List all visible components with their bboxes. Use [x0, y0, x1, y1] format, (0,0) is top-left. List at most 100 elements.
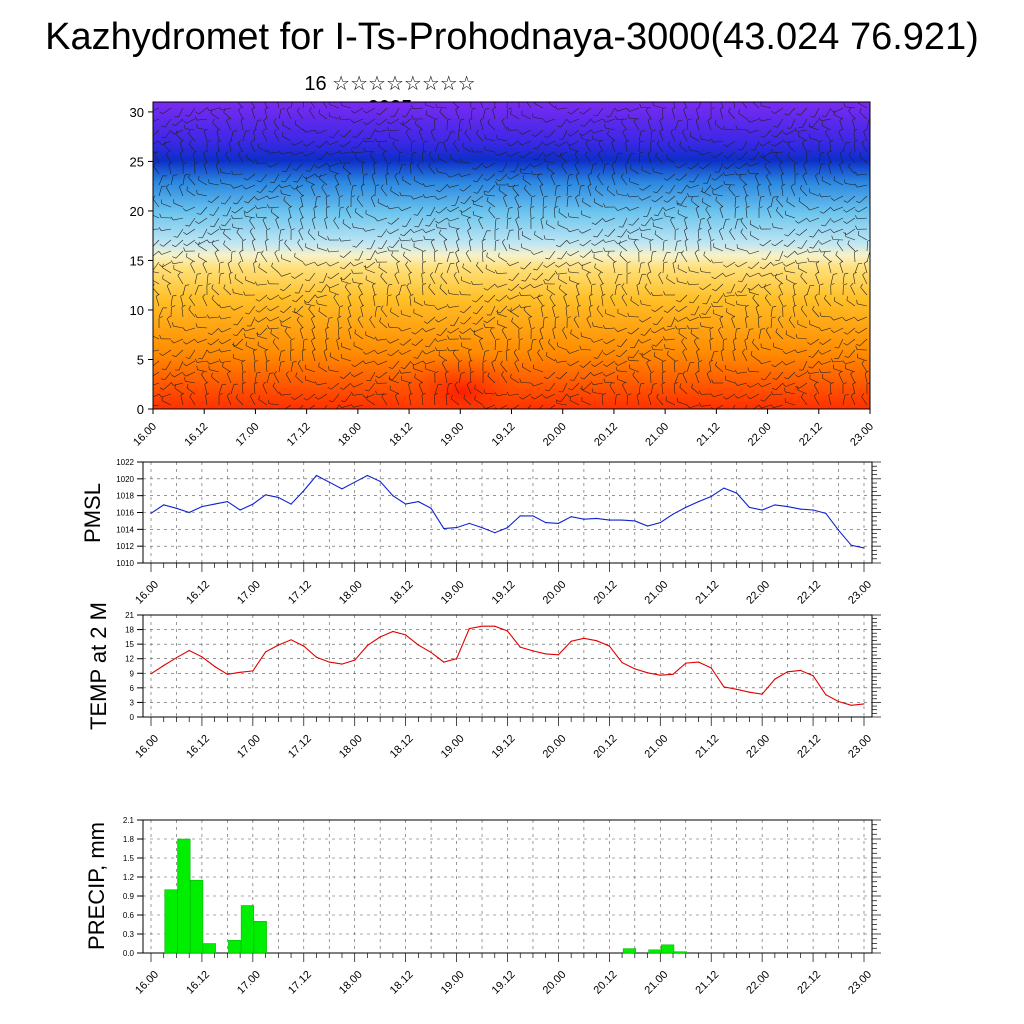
wind-barb [737, 371, 748, 374]
wind-barb-flag [735, 264, 739, 268]
wind-barb-flag [639, 319, 643, 323]
wind-barb-flag [584, 151, 588, 156]
wind-barb [714, 184, 724, 191]
wind-barb [162, 261, 172, 268]
wind-barb [360, 186, 364, 197]
wind-barb-flag [734, 382, 738, 386]
wind-barb-flag [267, 399, 270, 404]
wind-barb [413, 368, 424, 373]
wind-barb-flag [740, 217, 744, 222]
wind-barb-flag [401, 225, 406, 227]
wind-barb [421, 274, 424, 285]
wind-barb [697, 241, 700, 252]
wind-barb [405, 107, 412, 117]
series-point [736, 492, 738, 494]
wind-barb-flag [491, 359, 495, 363]
wind-barb-flag [294, 307, 296, 312]
wind-barb-flag [455, 249, 459, 253]
wind-barb-flag [290, 151, 294, 155]
wind-barb [287, 219, 292, 230]
wind-barb-flag [196, 365, 198, 370]
wind-barb [425, 195, 436, 198]
wind-barb-flag [758, 360, 762, 364]
wind-barb [297, 242, 304, 252]
wind-barb-flag [682, 348, 686, 353]
wind-barb-flag [370, 194, 375, 198]
wind-barb-flag [179, 139, 184, 143]
wind-barb [390, 190, 400, 197]
wind-barb [565, 307, 568, 318]
wind-barb [417, 349, 424, 359]
wind-barb-flag [786, 197, 788, 202]
wind-barb-flag [604, 234, 609, 237]
series-point [850, 544, 852, 546]
wind-barb-flag [632, 371, 635, 376]
wind-barb-flag [246, 153, 248, 158]
wind-barb-flag [410, 195, 414, 200]
wind-barb [506, 230, 510, 241]
series-point [379, 480, 381, 482]
wind-barb [821, 125, 832, 131]
wind-barb-flag [555, 399, 558, 404]
wind-barb-flag [649, 238, 654, 242]
wind-barb-flag [507, 309, 511, 312]
wind-barb-flag [744, 337, 749, 341]
wind-barb [465, 253, 472, 263]
wind-barb-flag [822, 374, 824, 379]
wind-barb [741, 102, 748, 109]
wind-barb-flag [245, 312, 250, 315]
wind-barb [278, 109, 282, 120]
wind-barb [793, 285, 796, 296]
wind-barb [557, 360, 568, 363]
wind-barb [605, 217, 616, 223]
wind-barb [322, 102, 328, 109]
wind-barb-flag [447, 289, 450, 294]
wind-barb-flag [147, 403, 149, 407]
wind-barb-flag [595, 185, 597, 190]
wind-barb-flag [662, 207, 666, 211]
wind-barb-flag [171, 354, 176, 358]
wind-barb [859, 338, 868, 347]
wind-barb [604, 327, 616, 329]
wind-barb-flag [579, 111, 584, 115]
wind-barb-flag [773, 126, 778, 128]
wind-barb-flag [707, 216, 711, 220]
wind-barb-flag [639, 103, 642, 108]
wind-barb [500, 364, 508, 373]
wind-barb [509, 261, 520, 266]
wind-barb-flag [760, 399, 765, 402]
wind-barb [352, 151, 364, 154]
wind-barb-flag [530, 382, 534, 387]
wind-barb-flag [408, 381, 412, 385]
wind-barb [336, 340, 340, 351]
wind-barb [308, 309, 316, 318]
wind-barb [257, 195, 268, 201]
wind-barb [485, 149, 496, 153]
wind-barb [558, 261, 568, 268]
wind-barb [413, 195, 424, 200]
wind-barb [833, 206, 844, 211]
wind-barb [525, 272, 532, 282]
wind-barb-flag [183, 243, 188, 247]
wind-barb [224, 195, 232, 205]
wind-barb [300, 219, 304, 230]
wind-barb-flag [783, 255, 788, 258]
wind-barb-flag [830, 317, 834, 321]
wind-barb [634, 338, 640, 348]
y-tick-label: 6 [130, 684, 135, 693]
wind-barb [487, 122, 496, 131]
wind-barb-flag [784, 377, 789, 380]
wind-barb-flag [752, 294, 755, 299]
wind-barb-flag [374, 128, 378, 133]
wind-barb-flag [812, 305, 815, 310]
wind-barb [858, 234, 868, 241]
y-tick-label: 9 [130, 669, 135, 678]
wind-barb-flag [492, 106, 497, 110]
wind-barb [856, 217, 868, 220]
wind-barb-flag [843, 220, 847, 224]
wind-barb [449, 305, 460, 308]
wind-barb [470, 109, 473, 120]
wind-barb [329, 140, 340, 146]
wind-barb [725, 247, 736, 252]
